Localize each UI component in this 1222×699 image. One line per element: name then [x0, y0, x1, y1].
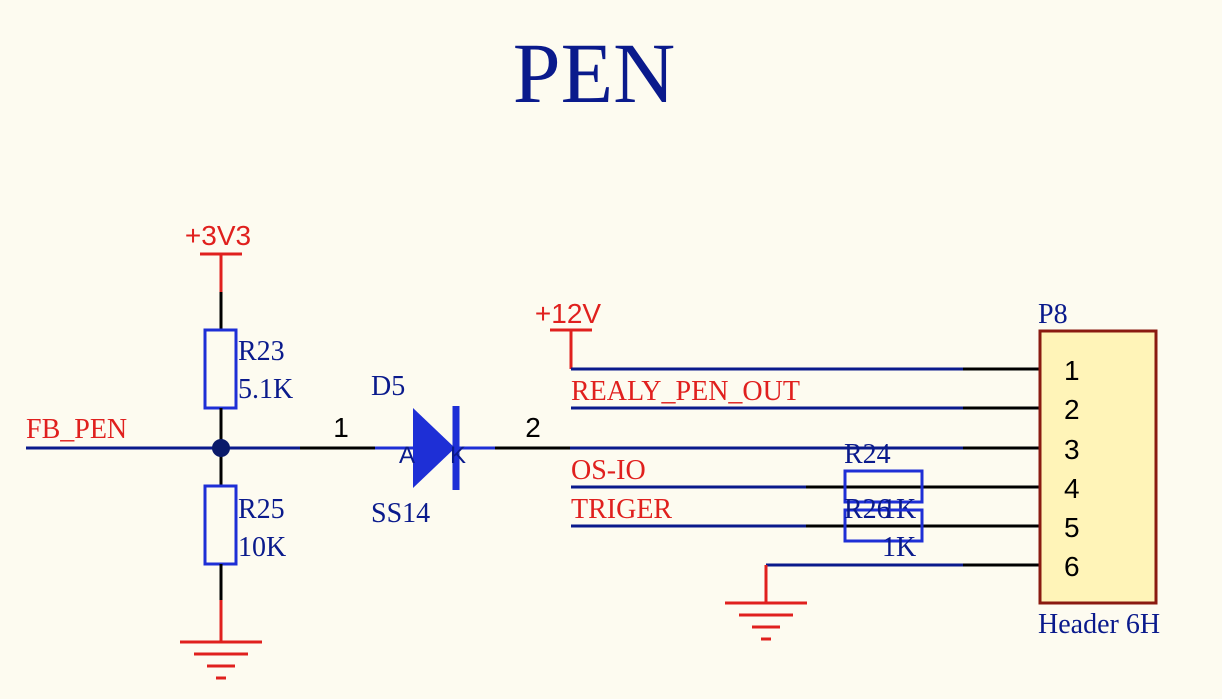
r26-designator: R26 [844, 494, 891, 525]
r24-resistor[interactable] [843, 469, 924, 504]
p8-designator: P8 [1038, 299, 1068, 330]
power-12v-symbol: +12V [535, 298, 601, 369]
power-3v3-symbol: +3V3 [185, 220, 251, 292]
r24-designator: R24 [844, 439, 891, 470]
p8-pin-number: 2 [1064, 394, 1080, 425]
p8-pin-number: 3 [1064, 434, 1080, 465]
p8-pin-number: 4 [1064, 473, 1080, 504]
r23-resistor[interactable] [203, 328, 238, 410]
d5-diode-symbol[interactable] [413, 408, 455, 488]
power-12v-label: +12V [535, 298, 601, 329]
os-io-net-label: OS-IO [571, 455, 646, 486]
r25-value: 10K [238, 532, 286, 563]
r25-resistor[interactable] [203, 484, 238, 566]
ground-symbol-right [725, 565, 807, 641]
fb-pen-net-label: FB_PEN [26, 414, 127, 445]
p8-pin-number: 5 [1064, 512, 1080, 543]
r26-value: 1K [882, 532, 916, 563]
d5-cathode-label: K [450, 442, 466, 469]
r23-designator: R23 [238, 336, 285, 367]
d5-pin1-number: 1 [333, 412, 349, 443]
d5-value: SS14 [371, 498, 430, 529]
triger-net-label: TRIGER [571, 494, 672, 525]
power-3v3-label: +3V3 [185, 220, 251, 251]
d5-pin2-number: 2 [525, 412, 541, 443]
r25-designator: R25 [238, 494, 285, 525]
ground-symbol-left [180, 600, 262, 680]
p8-header-body[interactable] [1038, 329, 1158, 605]
p8-pin-number: 1 [1064, 355, 1080, 386]
d5-designator: D5 [371, 371, 405, 402]
p8-pin-number: 6 [1064, 551, 1080, 582]
r26-resistor[interactable] [843, 508, 924, 543]
d5-anode-label: A [399, 442, 415, 469]
r23-value: 5.1K [238, 374, 293, 405]
junction-dot [212, 439, 230, 457]
p8-value: Header 6H [1038, 609, 1160, 640]
realy-pen-out-net-label: REALY_PEN_OUT [571, 376, 800, 407]
sheet-title: PEN [513, 25, 675, 121]
